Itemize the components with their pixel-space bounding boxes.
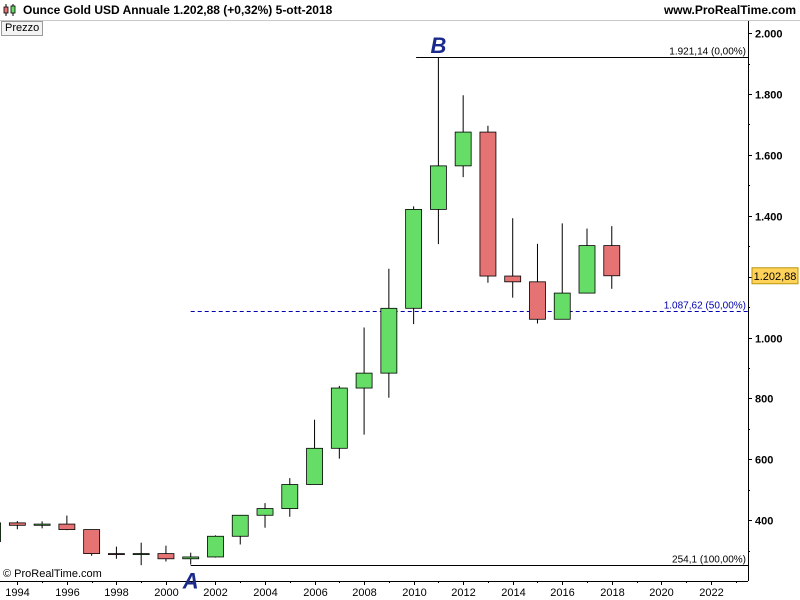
candle-body xyxy=(281,484,299,509)
y-tick-label: 1.400 xyxy=(755,212,783,224)
candle xyxy=(281,478,299,517)
candle xyxy=(429,57,447,245)
x-tick-label: 2018 xyxy=(600,587,624,599)
level-low-label: 254,1 (100,00%) xyxy=(672,555,746,566)
site-url[interactable]: www.ProRealTime.com xyxy=(663,3,796,17)
candle-body xyxy=(454,131,472,167)
y-tick-label: 800 xyxy=(755,394,773,406)
chart-header: Ounce Gold USD Annuale 1.202,88 (+0,32%)… xyxy=(0,0,800,21)
candle xyxy=(207,535,224,558)
y-tick-label: 600 xyxy=(755,455,773,467)
candlestick-icon xyxy=(3,4,16,16)
candle xyxy=(108,546,125,559)
candle-body xyxy=(603,245,621,277)
level-high-label: 1.921,14 (0,00%) xyxy=(669,47,746,58)
candle-body xyxy=(157,553,175,560)
x-tick-label: 2002 xyxy=(203,587,227,599)
x-tick-label: 2010 xyxy=(402,587,426,599)
x-tick-label: 2012 xyxy=(451,587,475,599)
candle xyxy=(553,223,571,320)
candle xyxy=(157,545,175,562)
candle-body xyxy=(231,514,249,537)
x-tick-label: 2008 xyxy=(352,587,376,599)
candle-body xyxy=(529,281,546,320)
candle xyxy=(380,268,398,398)
candle-body xyxy=(578,245,596,294)
candle xyxy=(8,521,26,530)
candle-body xyxy=(504,275,522,283)
y-tick-label: 1.600 xyxy=(755,151,783,163)
candle-body xyxy=(330,387,348,449)
candle xyxy=(529,243,546,324)
candle-body xyxy=(83,529,101,555)
candle xyxy=(479,125,497,283)
candle-body xyxy=(479,131,497,277)
candle-body xyxy=(256,508,274,516)
candle xyxy=(330,385,348,459)
x-tick-label: 1996 xyxy=(55,587,79,599)
level-mid-label: 1.087,62 (50,00%) xyxy=(664,301,746,312)
candle xyxy=(454,95,472,178)
plot-area xyxy=(0,21,748,581)
copyright: © ProRealTime.com xyxy=(3,568,102,580)
candle xyxy=(578,228,596,294)
y-tick-label: 400 xyxy=(755,516,773,528)
x-tick-label: 2014 xyxy=(501,587,525,599)
chart-title: Ounce Gold USD Annuale 1.202,88 (+0,32%)… xyxy=(23,3,333,17)
candle xyxy=(306,419,323,485)
y-tick-label: 1.000 xyxy=(755,334,783,346)
x-tick-label: 2020 xyxy=(649,587,673,599)
candle-body xyxy=(553,292,571,320)
candle xyxy=(256,503,274,528)
candle-body xyxy=(355,372,373,389)
y-tick-label: 2.000 xyxy=(755,29,783,41)
candle-body xyxy=(306,447,323,485)
candle-body xyxy=(207,535,224,558)
candle-body xyxy=(132,553,150,556)
candle-body xyxy=(8,522,26,526)
candle-body xyxy=(108,553,125,556)
x-tick-label: 1998 xyxy=(104,587,128,599)
candle xyxy=(182,552,200,565)
candle xyxy=(132,542,150,566)
candle xyxy=(231,514,249,545)
x-tick-label: 2006 xyxy=(303,587,327,599)
last-price-badge: 1.202,88 xyxy=(751,267,799,285)
x-tick-label: 2016 xyxy=(550,587,574,599)
candle xyxy=(355,327,373,435)
candle xyxy=(33,521,51,529)
candle-body xyxy=(182,556,200,560)
point-a-label: A xyxy=(182,569,199,594)
x-tick-label: 2000 xyxy=(154,587,178,599)
candle-body xyxy=(0,522,1,542)
x-tick-label: 2004 xyxy=(253,587,277,599)
candle-body xyxy=(429,165,447,210)
point-b-label: B xyxy=(430,33,446,58)
last-price-box xyxy=(751,267,799,285)
candle xyxy=(603,226,621,289)
candle xyxy=(58,515,76,531)
x-tick-label: 1994 xyxy=(5,587,29,599)
candle-body xyxy=(405,208,423,309)
candle xyxy=(83,529,101,556)
y-tick-label: 1.800 xyxy=(755,90,783,102)
candle-body xyxy=(33,523,51,526)
last-price-label: 1.202,88 xyxy=(754,271,797,283)
candle-body xyxy=(58,523,76,530)
candle xyxy=(0,522,1,542)
candle xyxy=(504,218,522,298)
candle xyxy=(405,206,423,325)
panel-label: Prezzo xyxy=(1,21,44,36)
x-tick-label: 2022 xyxy=(699,587,723,599)
candle-body xyxy=(380,307,398,374)
